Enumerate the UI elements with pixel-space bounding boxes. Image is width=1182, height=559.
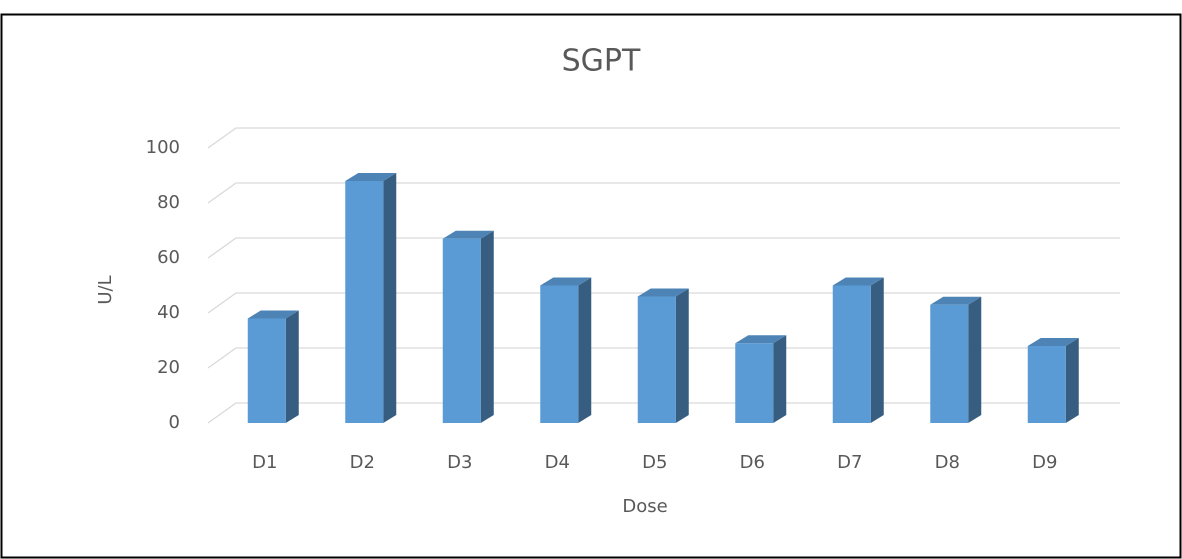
bar-side	[675, 288, 689, 423]
bar	[345, 181, 384, 423]
bar-top	[247, 310, 299, 319]
bar-side	[383, 173, 397, 423]
y-tick-label: 60	[157, 247, 180, 268]
bar-side	[1065, 338, 1079, 423]
x-tick-label: D6	[740, 452, 765, 473]
bar	[735, 343, 774, 423]
y-tick-label: 100	[146, 137, 180, 158]
bar	[247, 318, 286, 423]
chart-title: SGPT	[562, 44, 641, 79]
bar	[930, 304, 969, 423]
y-tick-label: 80	[157, 192, 180, 213]
bar-side	[578, 277, 592, 423]
x-tick-label: D8	[935, 452, 960, 473]
y-tick-label: 40	[157, 302, 180, 323]
grid-line	[207, 182, 1120, 204]
grid-line	[207, 237, 1120, 259]
bar-side	[285, 310, 299, 423]
bar-top	[735, 335, 787, 344]
bar-top	[540, 277, 592, 286]
y-tick-label: 20	[157, 357, 180, 378]
bar-top	[637, 288, 689, 297]
bar-side	[968, 296, 982, 423]
y-tick-label: 0	[169, 412, 180, 433]
grid-line	[207, 292, 1120, 314]
bar-top	[1027, 338, 1079, 346]
bar	[442, 238, 481, 423]
bar	[832, 285, 871, 423]
bar-side	[773, 335, 787, 423]
bar-top	[442, 230, 494, 239]
y-axis-label: U/L	[95, 275, 116, 304]
bar-top	[930, 296, 982, 305]
x-axis-label: Dose	[622, 496, 667, 517]
grid-line	[207, 347, 1120, 369]
bar	[637, 296, 676, 423]
bar	[540, 285, 579, 423]
bar-top	[832, 277, 884, 286]
x-tick-label: D3	[447, 452, 472, 473]
x-tick-label: D1	[252, 452, 277, 473]
x-tick-label: D7	[837, 452, 862, 473]
bar-side	[480, 230, 494, 423]
bar-top	[345, 173, 397, 181]
x-tick-label: D5	[642, 452, 667, 473]
grid-line	[207, 127, 1120, 149]
x-tick-label: D9	[1032, 452, 1057, 473]
bar-side	[870, 277, 884, 423]
bar	[1027, 346, 1066, 423]
x-tick-label: D2	[350, 452, 375, 473]
x-tick-label: D4	[545, 452, 570, 473]
grid-line	[207, 402, 1120, 424]
